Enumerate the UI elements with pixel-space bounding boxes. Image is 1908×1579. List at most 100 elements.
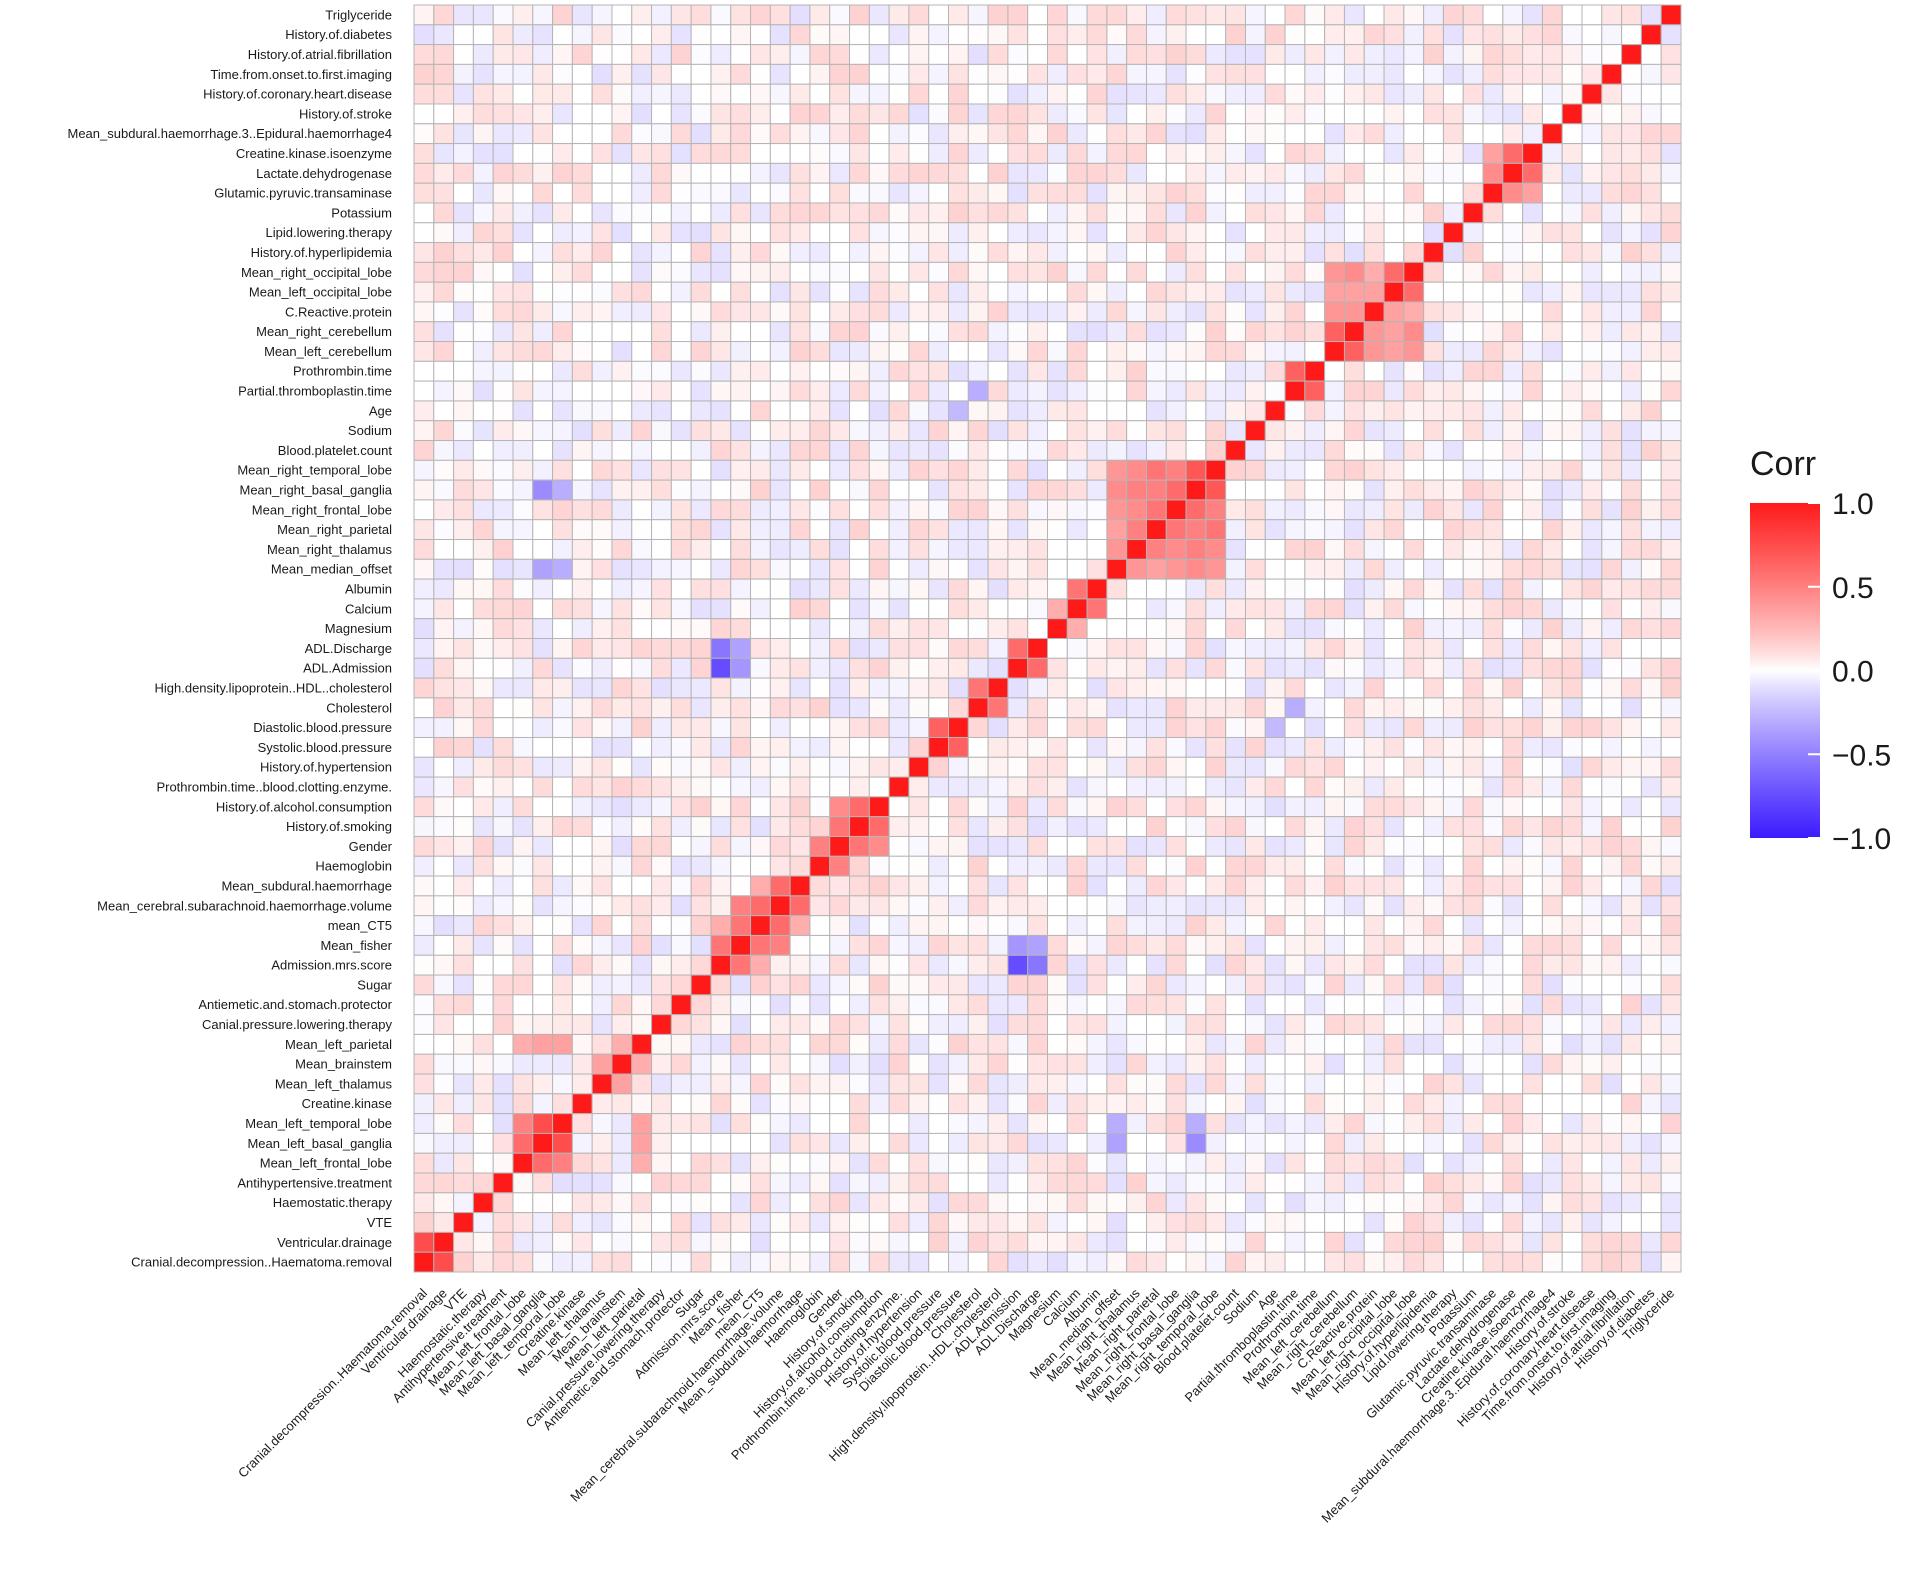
- heatmap-cell: [789, 697, 811, 719]
- heatmap-cell: [433, 1231, 455, 1253]
- heatmap-cell: [1403, 855, 1425, 877]
- heatmap-cell: [1640, 796, 1662, 818]
- heatmap-cell: [1066, 934, 1088, 956]
- heatmap-cell: [1601, 1251, 1623, 1273]
- heatmap-cell: [769, 736, 791, 758]
- heatmap-cell: [1205, 281, 1227, 303]
- heatmap-cell: [552, 618, 573, 640]
- heatmap-cell: [829, 321, 851, 343]
- heatmap-cell: [472, 182, 494, 204]
- heatmap-cell: [1264, 459, 1286, 481]
- heatmap-cell: [1522, 539, 1543, 560]
- heatmap-cell: [967, 756, 989, 778]
- heatmap-cell: [730, 717, 752, 738]
- heatmap-cell: [1145, 855, 1167, 877]
- heatmap-cell: [1145, 657, 1167, 679]
- heatmap-cell: [1482, 44, 1504, 65]
- heatmap-cell: [651, 519, 672, 541]
- heatmap-cell: [1423, 1212, 1444, 1233]
- heatmap-cell: [769, 598, 791, 620]
- heatmap-cell: [1442, 440, 1464, 461]
- heatmap-cell: [1165, 380, 1187, 402]
- heatmap-cell: [1244, 677, 1266, 699]
- heatmap-cell: [948, 281, 969, 303]
- heatmap-cell: [849, 519, 870, 541]
- heatmap-cell: [453, 558, 474, 580]
- heatmap-cell: [670, 1014, 692, 1035]
- heatmap-cell: [1640, 162, 1662, 184]
- heatmap-cell: [591, 143, 613, 164]
- heatmap-cell: [690, 677, 712, 699]
- heatmap-cell: [1541, 598, 1563, 620]
- heatmap-cell: [809, 1231, 831, 1253]
- heatmap-cell: [1264, 875, 1286, 897]
- heatmap-cell: [1106, 123, 1128, 145]
- heatmap-cell: [1403, 1231, 1425, 1253]
- heatmap-cell: [789, 1053, 811, 1075]
- heatmap-cell: [928, 539, 950, 560]
- heatmap-cell: [1304, 182, 1326, 204]
- heatmap-cell: [1601, 756, 1623, 778]
- heatmap-cell: [1145, 835, 1167, 857]
- heatmap-cell: [928, 677, 950, 699]
- heatmap-cell: [1482, 162, 1504, 184]
- heatmap-cell: [1027, 499, 1048, 521]
- heatmap-cell: [1423, 440, 1444, 461]
- heatmap-cell: [1482, 934, 1504, 956]
- heatmap-cell: [1264, 400, 1286, 422]
- heatmap-cell: [1284, 776, 1306, 798]
- heatmap-cell: [1462, 459, 1484, 481]
- heatmap-cell: [1581, 242, 1603, 263]
- heatmap-cell: [1185, 1212, 1207, 1233]
- heatmap-cell: [631, 1251, 653, 1273]
- heatmap-cell: [987, 63, 1009, 85]
- heatmap-cell: [472, 1212, 494, 1233]
- heatmap-cell: [1145, 954, 1167, 976]
- heatmap-cell: [433, 420, 455, 442]
- heatmap-cell: [1621, 1093, 1642, 1115]
- heatmap-cell: [1126, 459, 1147, 481]
- heatmap-cell: [1442, 341, 1464, 362]
- heatmap-cell: [1403, 677, 1425, 699]
- heatmap-cell: [789, 756, 811, 778]
- heatmap-cell: [908, 835, 930, 857]
- heatmap-cell: [789, 638, 811, 659]
- heatmap-cell: [1423, 954, 1444, 976]
- heatmap-cell: [591, 440, 613, 461]
- heatmap-cell: [928, 44, 950, 65]
- heatmap-cell: [1284, 1113, 1306, 1134]
- heatmap-cell: [1027, 578, 1048, 600]
- heatmap-cell: [1007, 63, 1029, 85]
- heatmap-cell: [631, 499, 653, 521]
- heatmap-cell: [1027, 360, 1048, 382]
- heatmap-cell: [1561, 934, 1583, 956]
- heatmap-cell: [532, 1073, 554, 1095]
- heatmap-cell: [1541, 618, 1563, 640]
- heatmap-cell: [1343, 281, 1365, 303]
- heatmap-cell: [1007, 1014, 1029, 1035]
- heatmap-cell: [1264, 1132, 1286, 1154]
- heatmap-cell: [908, 459, 930, 481]
- heatmap-cell: [1541, 835, 1563, 857]
- heatmap-cell: [1343, 202, 1365, 224]
- heatmap-cell: [1482, 420, 1504, 442]
- heatmap-cell: [571, 44, 593, 65]
- heatmap-cell: [750, 1113, 771, 1134]
- heatmap-cell: [1621, 83, 1642, 105]
- heatmap-cell: [928, 558, 950, 580]
- heatmap-cell: [1541, 301, 1563, 323]
- heatmap-cell: [472, 657, 494, 679]
- heatmap-cell: [1284, 24, 1306, 46]
- heatmap-cell: [829, 1152, 851, 1174]
- heatmap-cell: [1442, 479, 1464, 501]
- heatmap-cell: [1403, 44, 1425, 65]
- heatmap-cell: [1502, 420, 1524, 442]
- legend-tick-label: 1.0: [1832, 488, 1874, 521]
- heatmap-cell: [433, 321, 455, 343]
- heatmap-cell: [492, 83, 514, 105]
- heatmap-cell: [512, 24, 534, 46]
- heatmap-cell: [1066, 539, 1088, 560]
- heatmap-cell: [690, 598, 712, 620]
- heatmap-cell: [1482, 915, 1504, 936]
- heatmap-cell: [1185, 499, 1207, 521]
